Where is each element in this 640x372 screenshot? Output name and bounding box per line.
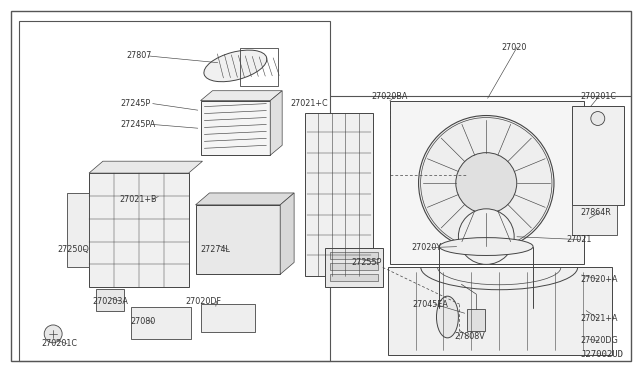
Bar — [96, 289, 124, 311]
Text: 27807: 27807 — [127, 51, 152, 61]
Bar — [305, 113, 372, 276]
Bar — [325, 247, 383, 287]
Circle shape — [44, 325, 62, 343]
Ellipse shape — [436, 296, 458, 338]
Circle shape — [456, 153, 516, 214]
Polygon shape — [200, 91, 282, 101]
Bar — [241, 48, 278, 86]
Text: 27020BA: 27020BA — [372, 92, 408, 101]
Bar — [572, 106, 623, 205]
Bar — [19, 21, 330, 361]
Text: 27045EA: 27045EA — [413, 299, 449, 309]
Text: 27020DG: 27020DG — [581, 336, 619, 345]
Text: 27245P: 27245P — [121, 99, 151, 108]
Bar — [330, 253, 378, 259]
Polygon shape — [280, 193, 294, 274]
Text: 270203A: 270203A — [92, 296, 128, 306]
Text: 27020: 27020 — [501, 42, 527, 52]
Circle shape — [458, 209, 514, 264]
Text: 27245PA: 27245PA — [121, 120, 156, 129]
Bar — [388, 267, 612, 355]
Text: 27864R: 27864R — [581, 208, 612, 217]
Text: 27020DF: 27020DF — [186, 296, 221, 306]
Bar — [572, 205, 617, 235]
Bar — [467, 309, 485, 331]
Polygon shape — [196, 193, 294, 205]
Bar — [390, 101, 584, 264]
Bar — [330, 263, 378, 270]
Text: 270201C: 270201C — [581, 92, 617, 101]
Circle shape — [419, 116, 554, 250]
Text: 27020Y: 27020Y — [412, 243, 442, 252]
Text: 27080: 27080 — [131, 317, 156, 327]
Text: 27274L: 27274L — [200, 245, 230, 254]
Text: J27002UD: J27002UD — [580, 350, 623, 359]
Text: 27250Q: 27250Q — [57, 245, 89, 254]
Polygon shape — [270, 91, 282, 155]
Text: 27021: 27021 — [566, 235, 591, 244]
Ellipse shape — [440, 299, 533, 317]
Text: 27021+B: 27021+B — [120, 195, 157, 204]
Bar — [200, 101, 270, 155]
Bar — [89, 173, 189, 287]
Text: 27021+C: 27021+C — [290, 99, 328, 108]
Bar — [330, 274, 378, 281]
Bar — [196, 205, 280, 274]
Text: 27808V: 27808V — [454, 332, 485, 341]
Polygon shape — [89, 161, 202, 173]
Bar — [131, 307, 191, 339]
Text: 27020+A: 27020+A — [581, 275, 618, 284]
Circle shape — [591, 112, 605, 125]
Text: 27255P: 27255P — [352, 258, 382, 267]
Bar — [67, 193, 89, 267]
Text: 270201C: 270201C — [41, 339, 77, 348]
Text: 27021+A: 27021+A — [581, 314, 618, 324]
Bar — [200, 304, 255, 332]
Ellipse shape — [440, 238, 533, 256]
Ellipse shape — [204, 50, 267, 82]
